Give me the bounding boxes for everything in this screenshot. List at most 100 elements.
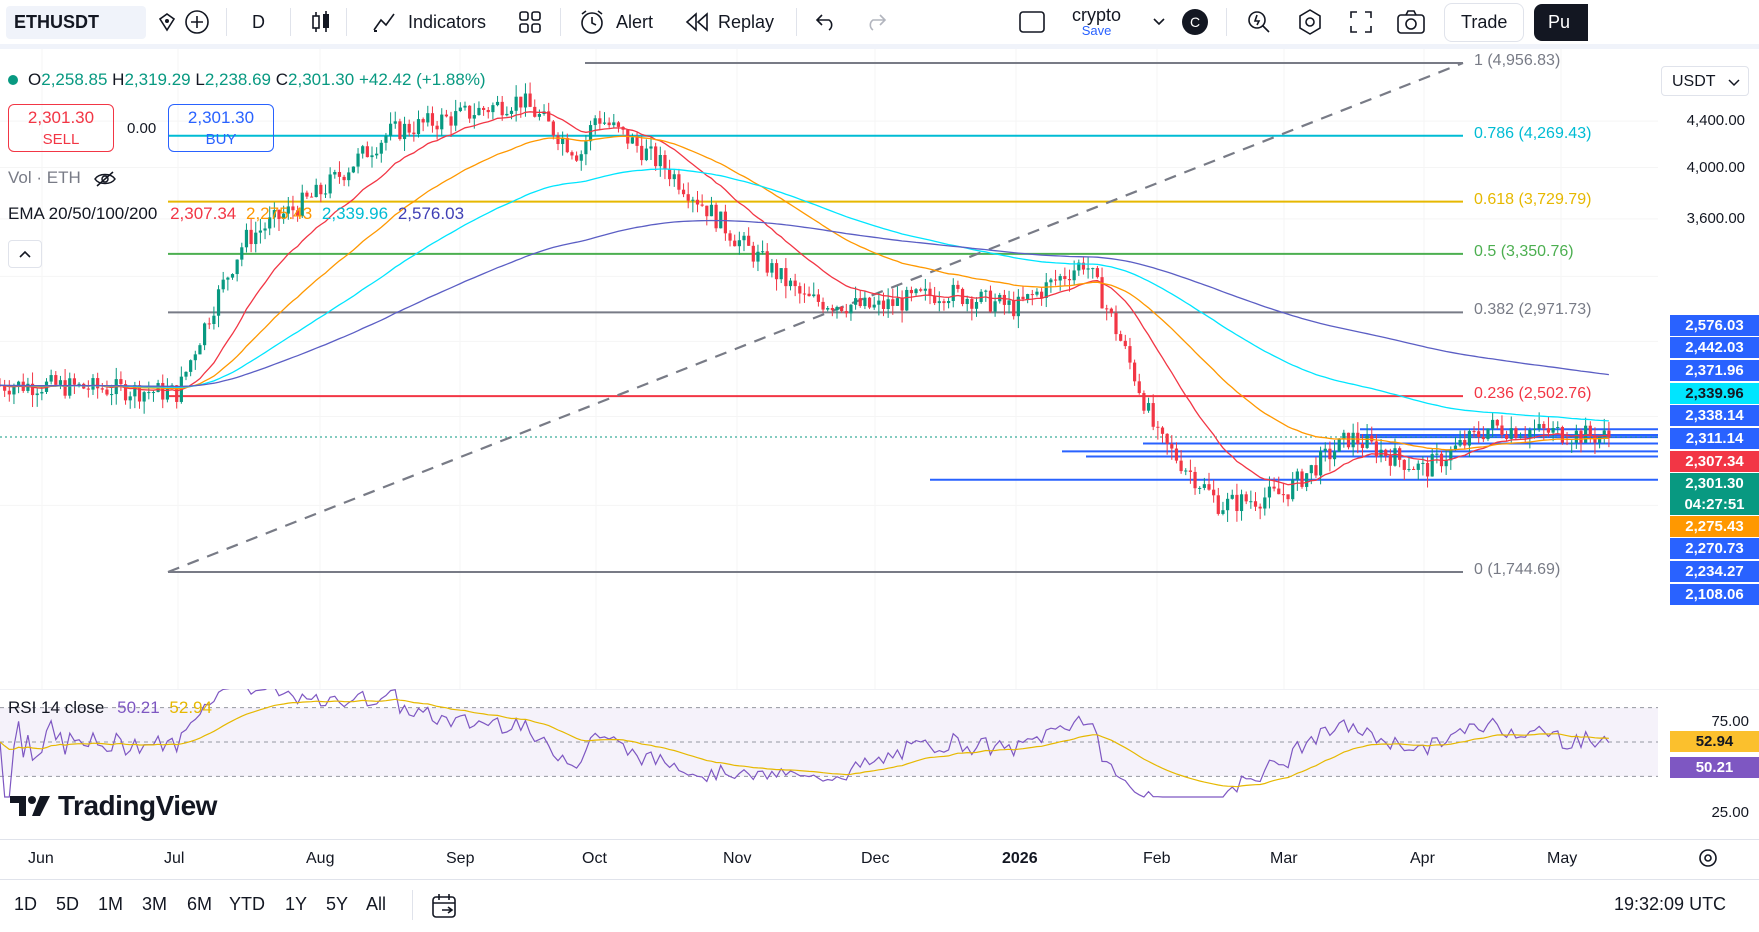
ema50-line[interactable] <box>0 135 1609 451</box>
axis-settings-icon[interactable] <box>1697 847 1719 874</box>
tradingview-logo[interactable]: TradingView <box>10 790 217 822</box>
candle-body <box>1500 425 1504 435</box>
compare-icon[interactable] <box>156 0 178 44</box>
avatar-letter[interactable]: C <box>1182 9 1208 35</box>
currency-label[interactable]: USDT <box>1672 73 1716 90</box>
undo-icon[interactable] <box>814 0 838 44</box>
candle-body <box>709 204 714 217</box>
replay-label[interactable]: Replay <box>718 11 775 32</box>
range-button-ytd[interactable]: YTD <box>229 894 265 914</box>
date-range-calendar-icon[interactable] <box>430 892 458 925</box>
buy-label[interactable]: BUY <box>205 131 237 148</box>
candle-body <box>1323 448 1327 452</box>
candles-icon[interactable] <box>310 0 332 44</box>
range-button-3m[interactable]: 3M <box>142 894 168 914</box>
alert-button[interactable]: Alert <box>578 0 653 44</box>
candle-body <box>1202 484 1206 488</box>
candle-body <box>1584 425 1588 443</box>
candle-body <box>802 293 807 295</box>
rsi-legend: RSI 14 close 50.21 52.94 <box>8 698 212 718</box>
sell-price[interactable]: 2,301.30 <box>27 108 95 127</box>
candle-body <box>309 196 314 198</box>
eye-hidden-icon[interactable] <box>93 170 117 188</box>
layout-select-icon[interactable] <box>1018 0 1046 44</box>
currency-select[interactable]: USDT <box>1661 66 1749 96</box>
ema200-line[interactable] <box>0 219 1609 388</box>
candle-body <box>296 210 300 217</box>
ema20-line[interactable] <box>0 111 1609 486</box>
utc-clock[interactable]: 19:32:09 UTC <box>1614 894 1727 914</box>
alert-label[interactable]: Alert <box>616 11 654 32</box>
interval-button[interactable]: D <box>252 0 265 44</box>
range-button-6m[interactable]: 6M <box>187 894 213 914</box>
redo-icon[interactable] <box>864 0 888 44</box>
rsi-chart[interactable] <box>0 689 1759 839</box>
layout-name[interactable]: crypto <box>1072 5 1122 25</box>
candle-body <box>1602 430 1606 437</box>
fullscreen-icon[interactable] <box>1348 0 1374 44</box>
candle-body <box>123 384 128 401</box>
interval-label[interactable]: D <box>252 11 265 32</box>
collapse-legend-button[interactable] <box>8 240 42 268</box>
layout-name-button[interactable]: crypto Save <box>1072 0 1121 44</box>
camera-icon[interactable] <box>1396 0 1426 44</box>
buy-button[interactable]: 2,301.30 BUY <box>168 104 274 152</box>
ema100-line[interactable] <box>0 168 1609 422</box>
avatar[interactable]: C <box>1182 0 1208 44</box>
sell-label[interactable]: SELL <box>42 131 80 148</box>
candle-body <box>482 107 486 110</box>
publish-label[interactable]: Pu <box>1534 3 1588 41</box>
chevron-down-icon[interactable] <box>1728 79 1740 87</box>
candle-body <box>1212 489 1216 496</box>
close-label: C <box>275 70 289 89</box>
candle-body <box>426 113 430 123</box>
range-button-1d[interactable]: 1D <box>14 894 38 914</box>
quick-search-icon[interactable] <box>1246 0 1272 44</box>
range-button-1m[interactable]: 1M <box>98 894 124 914</box>
range-button-5d[interactable]: 5D <box>56 894 80 914</box>
candle-body <box>435 125 439 130</box>
rsi-pane[interactable] <box>0 689 1759 839</box>
indicators-button[interactable]: Indicators <box>372 0 486 44</box>
candle-body <box>575 155 579 161</box>
symbol-name[interactable]: ETHUSDT <box>6 5 146 39</box>
trade-label[interactable]: Trade <box>1444 2 1525 42</box>
candle-body <box>1263 497 1267 509</box>
time-axis[interactable]: Jun Jul Aug Sep Oct Nov Dec 2026 Feb Mar Apr May <box>0 839 1759 880</box>
fib-trend-line[interactable] <box>167 61 1464 574</box>
candle-body <box>1393 448 1397 466</box>
candle-body <box>1216 495 1220 514</box>
trade-button[interactable]: Trade <box>1444 0 1525 44</box>
market-status-dot <box>8 75 18 85</box>
candle-body <box>630 137 634 144</box>
candles[interactable] <box>0 82 1611 522</box>
buy-price[interactable]: 2,301.30 <box>187 108 255 127</box>
indicators-label[interactable]: Indicators <box>408 11 487 32</box>
replay-button[interactable]: Replay <box>684 0 774 44</box>
candle-body <box>161 383 165 400</box>
range-button-1y[interactable]: 1Y <box>285 894 308 914</box>
candle-body <box>1332 451 1337 460</box>
fib-level-label: 0.382 (2,971.73) <box>1474 301 1592 319</box>
candle-body <box>1007 300 1011 305</box>
candle-body <box>407 123 411 133</box>
add-symbol-icon[interactable] <box>184 0 210 44</box>
price-chart[interactable] <box>0 49 1759 689</box>
range-button-5y[interactable]: 5Y <box>326 894 349 914</box>
templates-icon[interactable] <box>518 0 542 44</box>
symbol-search[interactable]: ETHUSDT <box>6 0 146 44</box>
candle-body <box>705 205 709 217</box>
publish-button[interactable]: Pu <box>1534 0 1588 44</box>
candle-body <box>193 354 197 361</box>
chevron-down-icon[interactable] <box>1152 0 1166 44</box>
candle-body <box>1100 277 1104 309</box>
sell-button[interactable]: 2,301.30 SELL <box>8 104 114 152</box>
settings-icon[interactable] <box>1296 0 1324 44</box>
price-pane[interactable] <box>0 49 1759 689</box>
candle-body <box>1607 430 1611 438</box>
chevron-up-icon[interactable] <box>18 249 32 259</box>
range-button-all[interactable]: All <box>366 894 387 914</box>
candle-body <box>305 192 309 197</box>
candle-body <box>175 385 179 402</box>
candle-body <box>49 375 53 382</box>
